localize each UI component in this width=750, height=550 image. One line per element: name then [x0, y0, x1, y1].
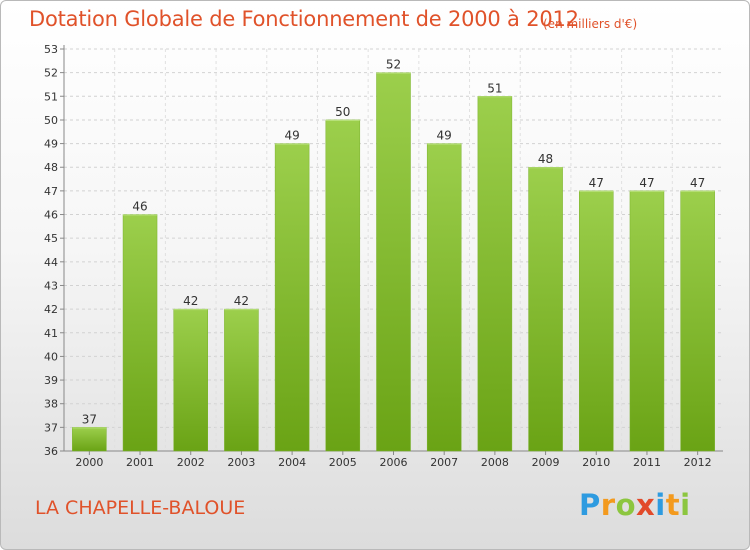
x-tick-label-2010: 2010	[582, 456, 610, 469]
logo-letter: P	[579, 488, 601, 522]
chart-title: Dotation Globale de Fonctionnement de 20…	[29, 7, 579, 31]
x-tick-label-2009: 2009	[532, 456, 560, 469]
x-tick-label-2006: 2006	[380, 456, 408, 469]
bar-2007	[426, 143, 462, 452]
bar-2006	[376, 72, 411, 452]
value-label-2009: 48	[538, 152, 553, 166]
x-tick-label-2008: 2008	[481, 456, 509, 469]
y-tick-label: 39	[44, 374, 58, 387]
y-tick-label: 53	[44, 43, 58, 56]
y-tick-label: 38	[44, 398, 58, 411]
value-label-2008: 51	[487, 81, 502, 95]
value-label-2006: 52	[386, 58, 401, 72]
y-tick-label: 37	[44, 421, 58, 434]
bar-2008	[477, 96, 513, 452]
y-tick-label: 46	[44, 209, 58, 222]
bar-2010	[579, 190, 614, 452]
y-tick-label: 50	[44, 114, 58, 127]
logo-letter: o	[615, 488, 637, 522]
logo-letter: r	[600, 488, 616, 522]
labels: 36 37 38 39 40 41 42 43 44 45 46 47 48 49 50 51 52 53 37 20…	[44, 43, 712, 469]
logo-letter: i	[655, 488, 666, 522]
y-tick-label: 43	[44, 279, 58, 292]
chart-subtitle: (en milliers d'€)	[543, 17, 638, 31]
logo-letter: t	[665, 488, 681, 522]
x-tick-label-2012: 2012	[684, 456, 712, 469]
value-label-2002: 42	[183, 294, 198, 308]
y-tick-label: 42	[44, 303, 58, 316]
x-tick-label-2002: 2002	[177, 456, 205, 469]
x-tick-label-2001: 2001	[126, 456, 154, 469]
x-tick-label-2011: 2011	[633, 456, 661, 469]
y-tick-label: 40	[44, 350, 58, 363]
logo-letter: i	[680, 488, 691, 522]
bar-2009	[528, 166, 563, 452]
x-tick-label-2004: 2004	[278, 456, 306, 469]
bar-2005	[325, 119, 361, 452]
x-tick-label-2000: 2000	[75, 456, 103, 469]
bars	[72, 72, 715, 452]
y-tick-label: 44	[44, 256, 58, 269]
bar-2012	[680, 190, 715, 452]
y-tick-label: 48	[44, 161, 58, 174]
value-label-2004: 49	[284, 129, 299, 143]
x-tick-label-2005: 2005	[329, 456, 357, 469]
value-label-2000: 37	[82, 412, 97, 426]
proxiti-logo: Proxiti	[579, 488, 691, 522]
y-tick-label: 47	[44, 185, 58, 198]
value-label-2010: 47	[589, 176, 604, 190]
x-tick-label-2003: 2003	[227, 456, 255, 469]
bar-2001	[122, 214, 158, 452]
y-tick-label: 41	[44, 327, 58, 340]
y-tick-label: 49	[44, 138, 58, 151]
y-tick-label: 52	[44, 67, 58, 80]
y-tick-label: 51	[44, 90, 58, 103]
bar-2002	[173, 308, 208, 452]
y-tick-label: 45	[44, 232, 58, 245]
value-label-2005: 50	[335, 105, 350, 119]
bar-2000	[72, 427, 107, 452]
value-label-2012: 47	[690, 176, 705, 190]
logo-letter: x	[636, 488, 656, 522]
value-label-2003: 42	[234, 294, 249, 308]
x-tick-label-2007: 2007	[430, 456, 458, 469]
value-label-2011: 47	[639, 176, 654, 190]
value-label-2001: 46	[132, 200, 147, 214]
y-tick-label: 36	[44, 445, 58, 458]
commune-name: LA CHAPELLE-BALOUE	[35, 497, 246, 519]
bar-2003	[224, 308, 259, 452]
value-label-2007: 49	[437, 129, 452, 143]
bar-2004	[274, 143, 310, 452]
bar-2011	[629, 190, 665, 452]
